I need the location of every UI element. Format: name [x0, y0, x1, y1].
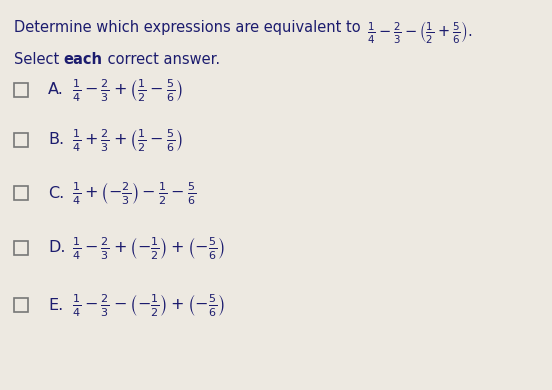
Bar: [14, 83, 28, 97]
Text: A.: A.: [48, 83, 64, 98]
Bar: [14, 186, 28, 200]
Text: C.: C.: [48, 186, 64, 200]
Text: $\frac{1}{4} - \frac{2}{3} + \left(-\frac{1}{2}\right) + \left(-\frac{5}{6}\righ: $\frac{1}{4} - \frac{2}{3} + \left(-\fra…: [72, 235, 225, 261]
Text: $\frac{1}{4} + \frac{2}{3} + \left(\frac{1}{2} - \frac{5}{6}\right)$: $\frac{1}{4} + \frac{2}{3} + \left(\frac…: [72, 127, 183, 153]
Bar: [14, 298, 28, 312]
Text: $\frac{1}{4} - \frac{2}{3} - \left(-\frac{1}{2}\right) + \left(-\frac{5}{6}\righ: $\frac{1}{4} - \frac{2}{3} - \left(-\fra…: [72, 292, 225, 318]
Text: Determine which expressions are equivalent to: Determine which expressions are equivale…: [14, 20, 365, 35]
Text: E.: E.: [48, 298, 63, 312]
Text: each: each: [64, 52, 103, 67]
Text: correct answer.: correct answer.: [103, 52, 220, 67]
Text: Select: Select: [14, 52, 64, 67]
Text: D.: D.: [48, 241, 66, 255]
Text: B.: B.: [48, 133, 64, 147]
Bar: [14, 241, 28, 255]
Text: $\frac{1}{4} + \left(-\frac{2}{3}\right) - \frac{1}{2} - \frac{5}{6}$: $\frac{1}{4} + \left(-\frac{2}{3}\right)…: [72, 180, 197, 206]
Text: $\frac{1}{4} - \frac{2}{3} - \left(\frac{1}{2} + \frac{5}{6}\right).$: $\frac{1}{4} - \frac{2}{3} - \left(\frac…: [367, 20, 473, 46]
Bar: [14, 133, 28, 147]
Text: $\frac{1}{4} - \frac{2}{3} + \left(\frac{1}{2} - \frac{5}{6}\right)$: $\frac{1}{4} - \frac{2}{3} + \left(\frac…: [72, 77, 183, 103]
